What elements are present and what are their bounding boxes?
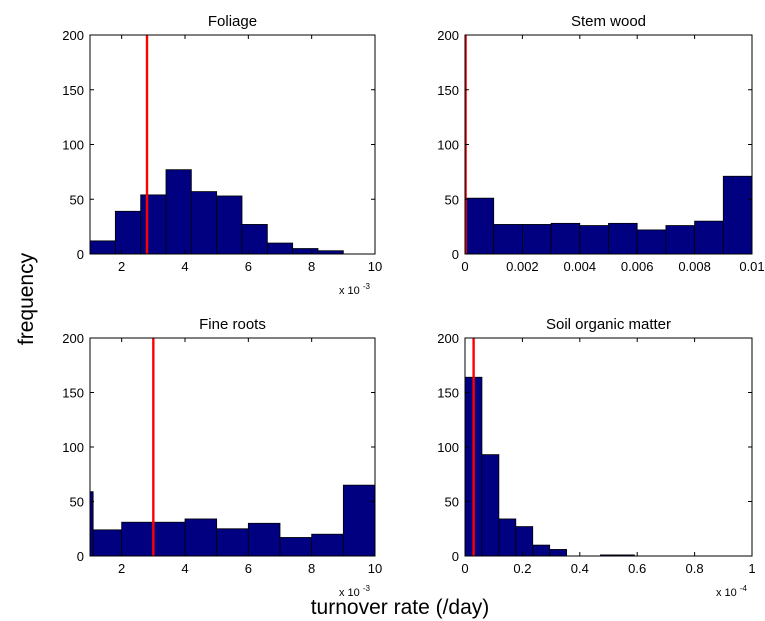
histogram-bar [465,197,495,254]
x-tick-label: 0 [461,561,468,576]
y-tick-label: 200 [62,331,84,346]
chart-title: Stem wood [571,13,646,30]
histogram-bar [90,491,94,556]
y-tick-label: 200 [437,28,459,43]
y-tick-label: 50 [70,495,84,510]
y-tick-label: 50 [445,495,459,510]
y-tick-label: 150 [437,83,459,98]
histogram-bar [493,224,523,254]
chart-panel-soil-organic-matter: 0 0.2 0.4 0.6 0.8 1 0 50 100 150 200 Soil organic m… [437,316,755,599]
y-tick-label: 150 [62,386,84,401]
x-axis-multiplier-exponent: -3 [363,282,371,291]
x-tick-label: 0.006 [621,259,654,274]
x-axis-multiplier-exponent: -3 [363,584,371,593]
y-tick-label: 100 [62,440,84,455]
histogram-bar [608,222,638,254]
histogram-bar [165,169,192,254]
y-tick-label: 100 [437,138,459,153]
histogram-bar [292,248,319,254]
bars-group [465,175,752,254]
histogram-bar [311,533,344,556]
histogram-bar [498,518,517,556]
bars-group [90,484,375,556]
histogram-bar [241,224,268,254]
x-tick-label: 8 [308,259,315,274]
x-tick-label: 2 [118,259,125,274]
histogram-bar [515,526,534,556]
x-tick-label: 8 [308,561,315,576]
histogram-bar [636,229,667,254]
x-tick-label: 10 [368,259,382,274]
x-tick-label: 4 [181,561,188,576]
y-tick-label: 50 [445,192,459,207]
chart-title: Soil organic matter [546,316,671,333]
x-tick-label: 0.004 [564,259,597,274]
histogram-bar [90,240,116,254]
histogram-bar [722,175,752,254]
histogram-bar [549,549,567,556]
y-tick-label: 100 [62,138,84,153]
x-axis-multiplier: x 10 -3 [339,282,371,297]
histogram-bar [247,522,281,556]
x-tick-label: 0.01 [739,259,764,274]
histogram-bar [114,210,142,254]
histogram-bar [279,537,313,556]
histogram-bar [665,225,696,254]
histogram-bar [694,220,724,254]
chart-panel-stem-wood: 0 0.002 0.004 0.006 0.008 0.01 0 50 100 150 200 Ste… [437,13,764,274]
x-tick-label: 2 [118,561,125,576]
histogram-bar [92,529,123,556]
x-axis-multiplier: x 10 -4 [716,584,748,599]
x-tick-label: 0.008 [678,259,711,274]
histogram-bar [550,222,581,254]
x-tick-label: 6 [245,561,252,576]
x-axis-multiplier: x 10 -3 [339,584,371,599]
histogram-bar [121,521,154,556]
histogram-bar [481,454,500,556]
histogram-bar [579,225,609,254]
y-tick-label: 0 [452,247,459,262]
x-tick-label: 0.8 [686,561,704,576]
histogram-bar [342,484,375,556]
y-tick-label: 200 [62,28,84,43]
x-tick-label: 0.2 [513,561,531,576]
y-tick-label: 200 [437,331,459,346]
histogram-bar [266,242,294,254]
x-tick-label: 6 [245,259,252,274]
y-tick-label: 150 [437,386,459,401]
histogram-bar [522,224,552,254]
histogram-bar [190,191,218,254]
histogram-bar [216,195,243,254]
x-tick-label: 1 [748,561,755,576]
x-tick-label: 0.6 [628,561,646,576]
plot-area [90,338,375,556]
y-tick-label: 100 [437,440,459,455]
chart-title: Foliage [208,13,257,30]
y-tick-label: 150 [62,83,84,98]
figure-y-label: frequency [15,252,38,345]
histogram-bar [140,194,167,254]
x-tick-label: 0.002 [506,259,539,274]
x-tick-label: 4 [181,259,188,274]
x-tick-label: 0.4 [571,561,589,576]
x-tick-label: 10 [368,561,382,576]
y-tick-label: 0 [77,247,84,262]
y-tick-label: 50 [70,192,84,207]
plot-area [465,35,752,254]
histogram-bar [216,528,249,556]
x-axis-multiplier-exponent: -4 [740,584,748,593]
histogram-bar [184,518,218,556]
histogram-bar [152,521,186,556]
histogram-bar [532,544,551,556]
figure-x-label: turnover rate (/day) [311,596,490,619]
chart-title: Fine roots [199,316,266,333]
x-tick-label: 0 [461,259,468,274]
y-tick-label: 0 [77,549,84,564]
y-tick-label: 0 [452,549,459,564]
